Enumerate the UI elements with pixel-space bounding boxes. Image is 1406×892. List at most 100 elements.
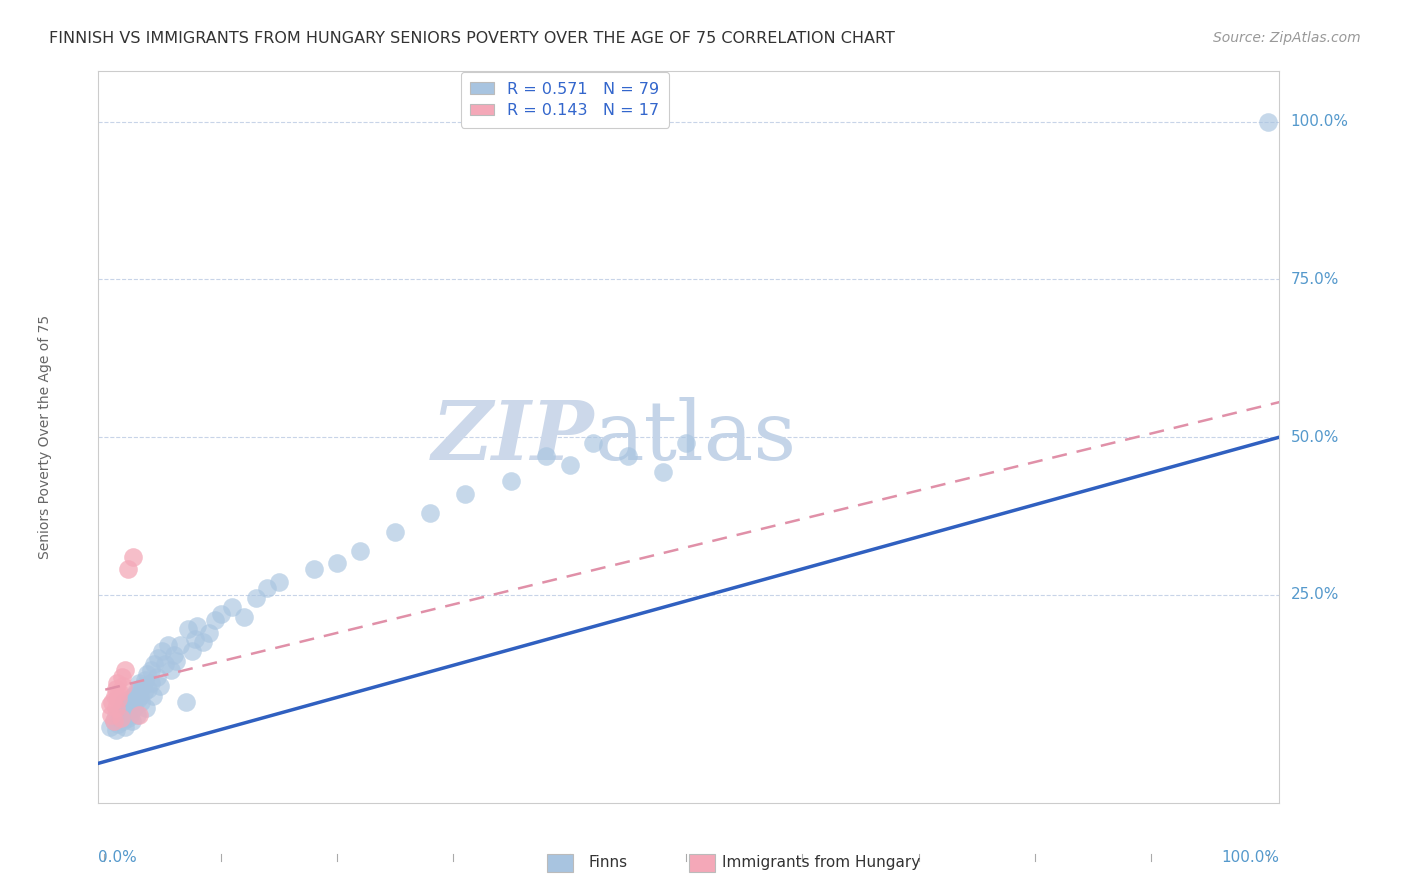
FancyBboxPatch shape xyxy=(547,854,574,872)
Point xyxy=(326,556,349,570)
Point xyxy=(256,582,278,596)
Point xyxy=(111,705,134,719)
Point xyxy=(153,657,176,671)
Point xyxy=(135,701,157,715)
Point xyxy=(117,711,139,725)
Point xyxy=(163,648,186,662)
Point xyxy=(186,619,208,633)
Point xyxy=(104,707,127,722)
Point xyxy=(131,695,153,709)
Point xyxy=(651,465,673,479)
Point xyxy=(454,487,477,501)
Point xyxy=(142,689,165,703)
Point xyxy=(146,650,169,665)
Point xyxy=(128,707,150,722)
Point xyxy=(117,705,139,719)
Point xyxy=(104,682,127,697)
Point xyxy=(111,670,134,684)
Text: Immigrants from Hungary: Immigrants from Hungary xyxy=(723,855,921,871)
Point xyxy=(132,685,155,699)
Point xyxy=(128,676,150,690)
Point xyxy=(165,654,187,668)
Point xyxy=(115,698,138,712)
Point xyxy=(100,707,122,722)
Point xyxy=(111,679,134,693)
FancyBboxPatch shape xyxy=(689,854,714,872)
Point xyxy=(103,714,125,728)
Point xyxy=(114,664,136,678)
Point xyxy=(108,711,131,725)
Point xyxy=(131,679,153,693)
Point xyxy=(117,695,139,709)
Point xyxy=(104,689,127,703)
Point xyxy=(143,657,166,671)
Point xyxy=(501,474,523,488)
Point xyxy=(112,695,135,709)
Text: 25.0%: 25.0% xyxy=(1291,587,1339,602)
Point xyxy=(169,638,191,652)
Point xyxy=(232,609,254,624)
Point xyxy=(139,676,162,690)
Text: atlas: atlas xyxy=(595,397,797,477)
Point xyxy=(174,695,197,709)
Point xyxy=(104,701,127,715)
Point xyxy=(184,632,207,646)
Text: 100.0%: 100.0% xyxy=(1291,114,1348,129)
Point xyxy=(177,623,200,637)
Text: Source: ZipAtlas.com: Source: ZipAtlas.com xyxy=(1213,31,1361,45)
Point xyxy=(107,691,129,706)
Point xyxy=(124,685,146,699)
Point xyxy=(105,676,128,690)
Text: Finns: Finns xyxy=(589,855,627,871)
Point xyxy=(118,701,141,715)
Point xyxy=(221,600,243,615)
Point xyxy=(582,436,605,450)
Point xyxy=(198,625,221,640)
Point xyxy=(384,524,406,539)
Text: Seniors Poverty Over the Age of 75: Seniors Poverty Over the Age of 75 xyxy=(38,315,52,559)
Point xyxy=(111,714,134,728)
Point xyxy=(121,714,143,728)
Text: 50.0%: 50.0% xyxy=(1291,430,1339,444)
Text: 75.0%: 75.0% xyxy=(1291,272,1339,287)
Point xyxy=(129,689,152,703)
Point xyxy=(139,664,162,678)
Point xyxy=(180,644,202,658)
Point xyxy=(536,449,558,463)
Point xyxy=(302,562,325,576)
Point xyxy=(152,644,174,658)
Point xyxy=(122,695,145,709)
Point xyxy=(118,691,141,706)
Point xyxy=(107,717,129,731)
Text: FINNISH VS IMMIGRANTS FROM HUNGARY SENIORS POVERTY OVER THE AGE OF 75 CORRELATIO: FINNISH VS IMMIGRANTS FROM HUNGARY SENIO… xyxy=(49,31,896,46)
Legend: R = 0.571   N = 79, R = 0.143   N = 17: R = 0.571 N = 79, R = 0.143 N = 17 xyxy=(461,72,669,128)
Point xyxy=(114,707,136,722)
Point xyxy=(110,711,132,725)
Point xyxy=(1257,115,1279,129)
Point xyxy=(157,638,180,652)
Point xyxy=(149,679,172,693)
Point xyxy=(145,670,167,684)
Point xyxy=(98,698,121,712)
Point xyxy=(245,591,267,605)
Point xyxy=(122,689,145,703)
Point xyxy=(209,607,232,621)
Point xyxy=(111,701,134,715)
Point xyxy=(138,682,160,697)
Point xyxy=(159,664,181,678)
Point xyxy=(191,635,214,649)
Point xyxy=(558,458,581,473)
Point xyxy=(128,682,150,697)
Point xyxy=(349,543,371,558)
Point xyxy=(136,666,159,681)
Point xyxy=(617,449,640,463)
Point xyxy=(118,707,141,722)
Point xyxy=(104,723,127,738)
Point xyxy=(134,673,156,687)
Text: 100.0%: 100.0% xyxy=(1222,850,1279,865)
Point xyxy=(117,562,139,576)
Point xyxy=(204,613,226,627)
Point xyxy=(675,436,697,450)
Point xyxy=(101,695,124,709)
Point xyxy=(124,701,146,715)
